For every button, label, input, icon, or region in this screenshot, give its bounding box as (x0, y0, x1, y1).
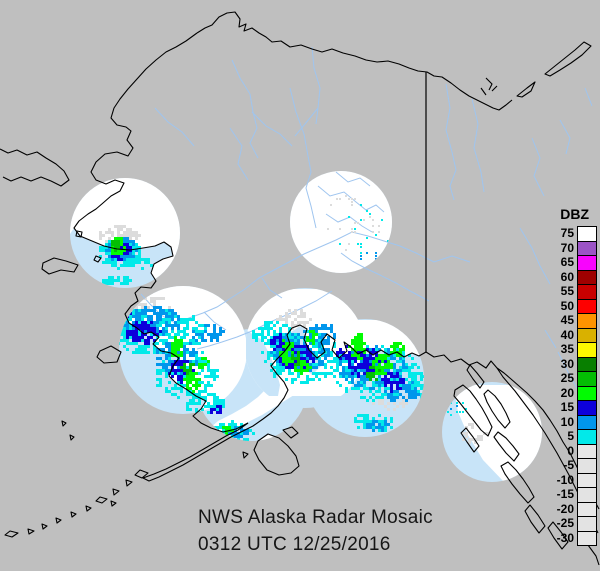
dbz-legend: DBZ 75 70 65 60 55 50 45 40 35 30 25 20 15 10 5 0 -5 -10-… (541, 206, 599, 546)
coast-kodiak (242, 426, 300, 476)
legend-entry: 10 (541, 414, 599, 430)
legend-entry-label: 25 (560, 371, 574, 385)
legend-entry: 15 (541, 400, 599, 416)
legend-color-swatch (577, 429, 597, 445)
legend-color-swatch (577, 356, 597, 372)
legend-entry: 30 (541, 356, 599, 372)
legend-entry: 25 (541, 371, 599, 387)
coast-south (142, 324, 600, 510)
map-title-line2: 0312 UTC 12/25/2016 (198, 534, 391, 555)
legend-color-swatch (577, 458, 597, 474)
coastlines (0, 11, 600, 566)
legend-entry-label: 15 (560, 400, 574, 414)
water-overlay-shelikof (246, 330, 280, 396)
legend-entry: 70 (541, 240, 599, 256)
legend-entry: 65 (541, 255, 599, 271)
legend-entry: -5 (541, 458, 599, 474)
legend-entry-label: 10 (560, 414, 574, 429)
legend-entry: -30 (541, 530, 599, 546)
coast-aleutians (4, 420, 149, 538)
land-overlay-panhandle (455, 385, 542, 482)
legend-color-swatch (577, 443, 597, 459)
legend-entry-label: 75 (560, 226, 574, 240)
legend-color-swatch (577, 240, 597, 256)
coast-arctic-islands (480, 41, 592, 98)
legend-color-swatch (577, 385, 597, 401)
legend-entry: 5 (541, 429, 599, 445)
legend-entry-label: 0 (567, 443, 574, 458)
legend-color-swatch (577, 487, 597, 503)
legend-entry-label: -20 (556, 501, 574, 516)
legend-entry-label: -15 (556, 487, 574, 501)
legend-entry-label: 60 (560, 269, 574, 284)
land-overlay-interior (290, 171, 392, 273)
coast-bering-islands (41, 255, 122, 364)
dbz-legend-scale: 75 70 65 60 55 50 45 40 35 30 25 20 15 10 5 0 -5 -10 -15 -2… (541, 226, 599, 546)
legend-color-swatch (577, 269, 597, 285)
map-title-line1: NWS Alaska Radar Mosaic (198, 507, 433, 528)
legend-entry-label: 55 (560, 284, 574, 298)
legend-entry: 35 (541, 342, 599, 358)
coast-arctic (196, 11, 513, 111)
legend-entry-label: 35 (560, 342, 574, 356)
dbz-legend-title: DBZ (560, 206, 589, 222)
legend-color-swatch (577, 501, 597, 517)
map-title-block: NWS Alaska Radar Mosaic 0312 UTC 12/25/2… (198, 504, 433, 558)
legend-entry: 60 (541, 269, 599, 285)
legend-entry: -10 (541, 472, 599, 488)
legend-color-swatch (577, 226, 597, 242)
legend-entry: 55 (541, 284, 599, 300)
legend-entry-label: 20 (560, 385, 574, 400)
legend-color-swatch (577, 342, 597, 358)
legend-entry-label: 40 (560, 327, 574, 342)
coast-russia (0, 148, 83, 238)
legend-entry-label: -10 (556, 472, 574, 487)
legend-entry: -15 (541, 487, 599, 503)
legend-entry: -25 (541, 516, 599, 532)
legend-color-swatch (577, 313, 597, 329)
legend-entry: 50 (541, 298, 599, 314)
legend-entry: 0 (541, 443, 599, 459)
legend-color-swatch (577, 255, 597, 271)
legend-color-swatch (577, 284, 597, 300)
legend-entry-label: -30 (556, 530, 574, 545)
legend-entry-label: 45 (560, 313, 574, 327)
legend-color-swatch (577, 327, 597, 343)
legend-entry: 20 (541, 385, 599, 401)
legend-entry-label: 50 (560, 298, 574, 313)
legend-entry: 45 (541, 313, 599, 329)
legend-color-swatch (577, 400, 597, 416)
legend-color-swatch (577, 530, 597, 546)
coast-panhandle (453, 364, 600, 566)
legend-color-swatch (577, 414, 597, 430)
legend-entry: 75 (541, 226, 599, 242)
legend-entry-label: 30 (560, 356, 574, 371)
legend-color-swatch (577, 371, 597, 387)
legend-entry-label: -5 (563, 458, 574, 472)
legend-entry-label: 70 (560, 240, 574, 255)
legend-color-swatch (577, 472, 597, 488)
legend-color-swatch (577, 298, 597, 314)
legend-entry-label: 5 (567, 429, 574, 443)
legend-entry-label: 65 (560, 255, 574, 269)
legend-entry: 40 (541, 327, 599, 343)
legend-color-swatch (577, 516, 597, 532)
coast-west (73, 32, 249, 433)
legend-entry-label: -25 (556, 516, 574, 530)
legend-entry: -20 (541, 501, 599, 517)
